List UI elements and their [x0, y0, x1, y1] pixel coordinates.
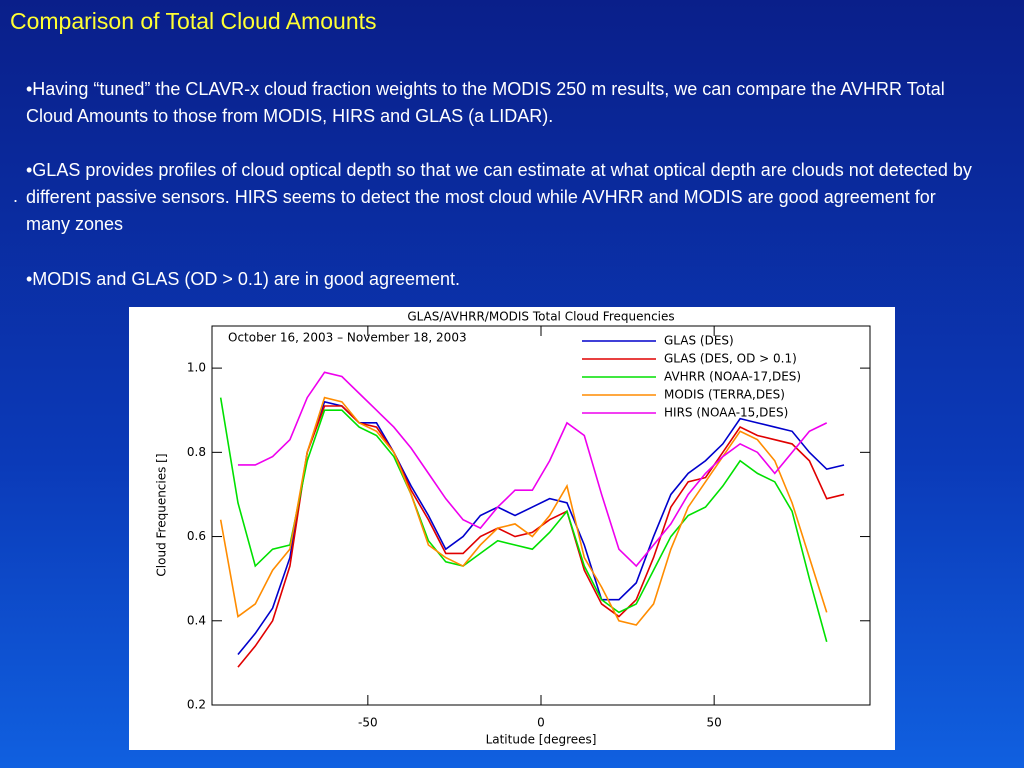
y-tick-label: 0.2 — [187, 698, 206, 712]
y-tick-label: 1.0 — [187, 361, 206, 375]
y-tick-label: 0.8 — [187, 445, 206, 459]
chart-title: GLAS/AVHRR/MODIS Total Cloud Frequencies — [407, 310, 674, 324]
x-axis-label: Latitude [degrees] — [486, 733, 597, 747]
y-tick-label: 0.6 — [187, 529, 206, 543]
x-tick-label: -50 — [358, 716, 378, 730]
series-line — [237, 371, 828, 568]
y-tick-label: 0.4 — [187, 613, 206, 627]
slide-title: Comparison of Total Cloud Amounts — [10, 8, 377, 34]
chart-background — [129, 307, 895, 750]
bullet: •GLAS provides profiles of cloud optical… — [26, 160, 972, 234]
series-line — [219, 397, 828, 643]
legend-label: GLAS (DES, OD > 0.1) — [664, 352, 797, 366]
x-tick-label: 0 — [537, 716, 545, 730]
legend-label: MODIS (TERRA,DES) — [664, 388, 785, 402]
legend-label: AVHRR (NOAA-17,DES) — [664, 370, 801, 384]
legend-label: GLAS (DES) — [664, 334, 734, 348]
series-line — [219, 396, 828, 626]
bullet: •Having “tuned” the CLAVR-x cloud fracti… — [26, 79, 945, 126]
annotation: October 16, 2003 – November 18, 2003 — [228, 331, 467, 345]
x-tick-label: 50 — [707, 716, 722, 730]
marker: . — [13, 186, 19, 206]
legend-label: HIRS (NOAA-15,DES) — [664, 406, 788, 420]
bullet: •MODIS and GLAS (OD > 0.1) are in good a… — [26, 269, 461, 289]
y-axis-label: Cloud Frequencies [] — [155, 453, 169, 576]
